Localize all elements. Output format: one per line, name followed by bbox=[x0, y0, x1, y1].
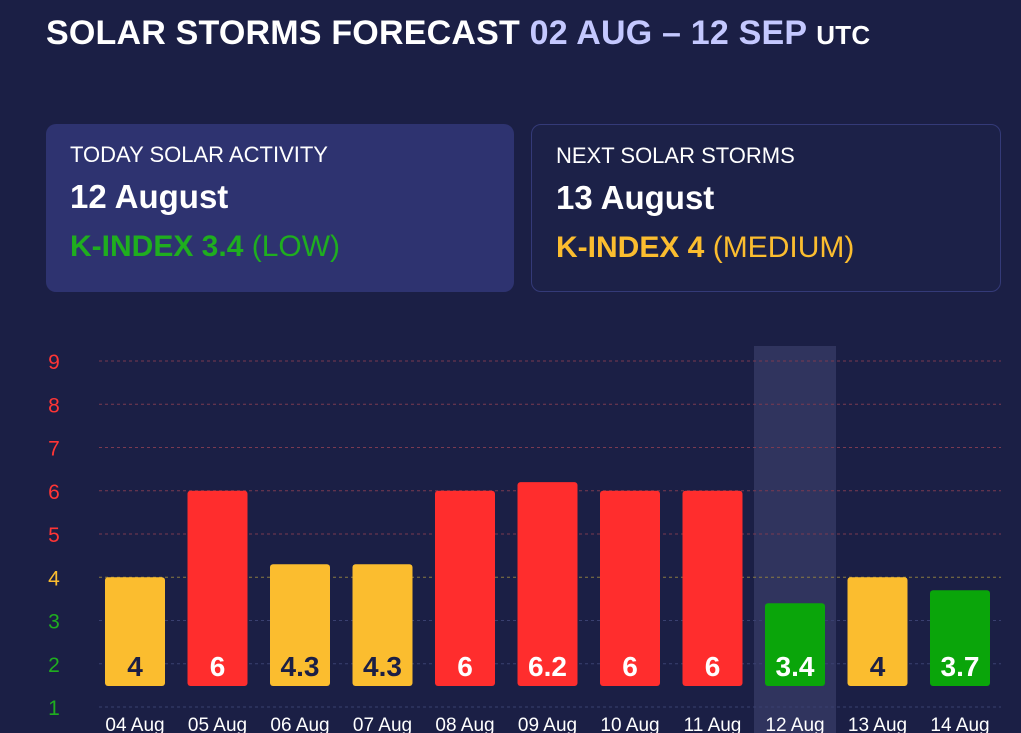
bar bbox=[682, 490, 743, 686]
next-card-label: NEXT SOLAR STORMS bbox=[556, 143, 795, 168]
bar-value-label: 6 bbox=[622, 651, 638, 682]
today-activity-card: TODAY SOLAR ACTIVITY 12 August K-INDEX 3… bbox=[46, 124, 514, 292]
y-tick-label: 3 bbox=[48, 611, 60, 634]
bar-value-label: 6.2 bbox=[528, 651, 567, 682]
x-tick-label: 07 Aug bbox=[353, 715, 412, 733]
bar-value-label: 6 bbox=[210, 651, 226, 682]
x-tick-label: 04 Aug bbox=[105, 715, 164, 733]
bar-value-label: 3.7 bbox=[941, 651, 980, 682]
y-tick-label: 5 bbox=[48, 524, 60, 547]
bar bbox=[600, 490, 660, 686]
bar-value-label: 4.3 bbox=[281, 651, 320, 682]
next-kindex: K-INDEX 4 (MEDIUM) bbox=[556, 231, 976, 265]
next-kindex-level: (MEDIUM) bbox=[712, 231, 855, 264]
date-range: 02 AUG – 12 SEP bbox=[529, 14, 807, 52]
bar bbox=[435, 490, 495, 686]
x-tick-label: 11 Aug bbox=[684, 715, 742, 733]
y-tick-label: 9 bbox=[48, 351, 60, 374]
y-tick-label: 7 bbox=[48, 438, 60, 461]
x-tick-label: 08 Aug bbox=[435, 715, 494, 733]
bar bbox=[765, 603, 825, 686]
bar bbox=[187, 490, 248, 686]
x-tick-label: 13 Aug bbox=[848, 715, 907, 733]
next-kindex-value: K-INDEX 4 bbox=[556, 231, 705, 264]
bar-value-label: 6 bbox=[705, 651, 721, 682]
bar bbox=[105, 577, 165, 686]
x-tick-label: 10 Aug bbox=[600, 715, 659, 733]
x-tick-label: 05 Aug bbox=[188, 715, 247, 733]
timezone-label: UTC bbox=[816, 20, 871, 50]
x-tick-label: 09 Aug bbox=[518, 715, 577, 733]
bar-value-label: 3.4 bbox=[776, 651, 815, 682]
page-title: SOLAR STORMS FORECAST 02 AUG – 12 SEP UT… bbox=[46, 14, 870, 53]
y-tick-label: 8 bbox=[48, 394, 60, 417]
bar bbox=[270, 564, 330, 686]
x-tick-label: 06 Aug bbox=[270, 715, 329, 733]
title-text: SOLAR STORMS FORECAST bbox=[46, 14, 520, 52]
y-tick-label: 6 bbox=[48, 481, 60, 504]
next-date: 13 August bbox=[556, 179, 715, 216]
bar bbox=[847, 577, 908, 686]
x-tick-label: 12 Aug bbox=[765, 715, 824, 733]
bar-value-label: 4.3 bbox=[363, 651, 402, 682]
bar bbox=[930, 590, 990, 686]
y-tick-label: 2 bbox=[48, 654, 60, 677]
today-kindex: K-INDEX 3.4 (LOW) bbox=[70, 230, 490, 264]
today-kindex-level: (LOW) bbox=[251, 230, 341, 263]
today-card-label: TODAY SOLAR ACTIVITY bbox=[70, 142, 328, 167]
x-tick-label: 14 Aug bbox=[930, 715, 989, 733]
y-tick-label: 1 bbox=[48, 697, 60, 720]
bar-value-label: 4 bbox=[127, 651, 143, 682]
today-kindex-value: K-INDEX 3.4 bbox=[70, 230, 244, 263]
bar bbox=[352, 564, 413, 686]
bar-value-label: 4 bbox=[870, 651, 886, 682]
bar bbox=[517, 482, 578, 686]
y-tick-label: 4 bbox=[48, 567, 60, 590]
today-date: 12 August bbox=[70, 178, 229, 215]
next-storms-card: NEXT SOLAR STORMS 13 August K-INDEX 4 (M… bbox=[531, 124, 1001, 292]
bar-value-label: 6 bbox=[457, 651, 473, 682]
